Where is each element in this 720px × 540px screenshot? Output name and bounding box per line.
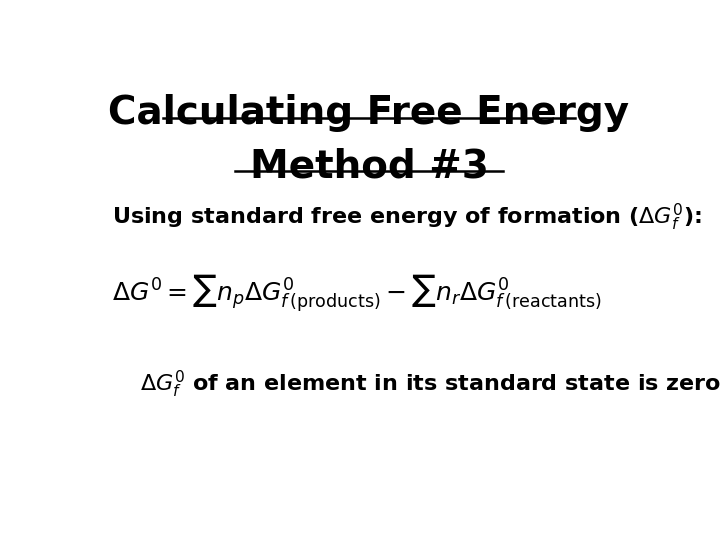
- Text: Using standard free energy of formation ($\Delta G_f^0$):: Using standard free energy of formation …: [112, 202, 702, 233]
- Text: Method #3: Method #3: [250, 148, 488, 186]
- Text: $\Delta G_f^0$ of an element in its standard state is zero: $\Delta G_f^0$ of an element in its stan…: [140, 368, 720, 400]
- Text: Calculating Free Energy: Calculating Free Energy: [109, 94, 629, 132]
- Text: $\Delta G^0 = \sum n_p \Delta G^0_{f\,(\mathrm{products})} - \sum n_r \Delta G^0: $\Delta G^0 = \sum n_p \Delta G^0_{f\,(\…: [112, 273, 602, 314]
